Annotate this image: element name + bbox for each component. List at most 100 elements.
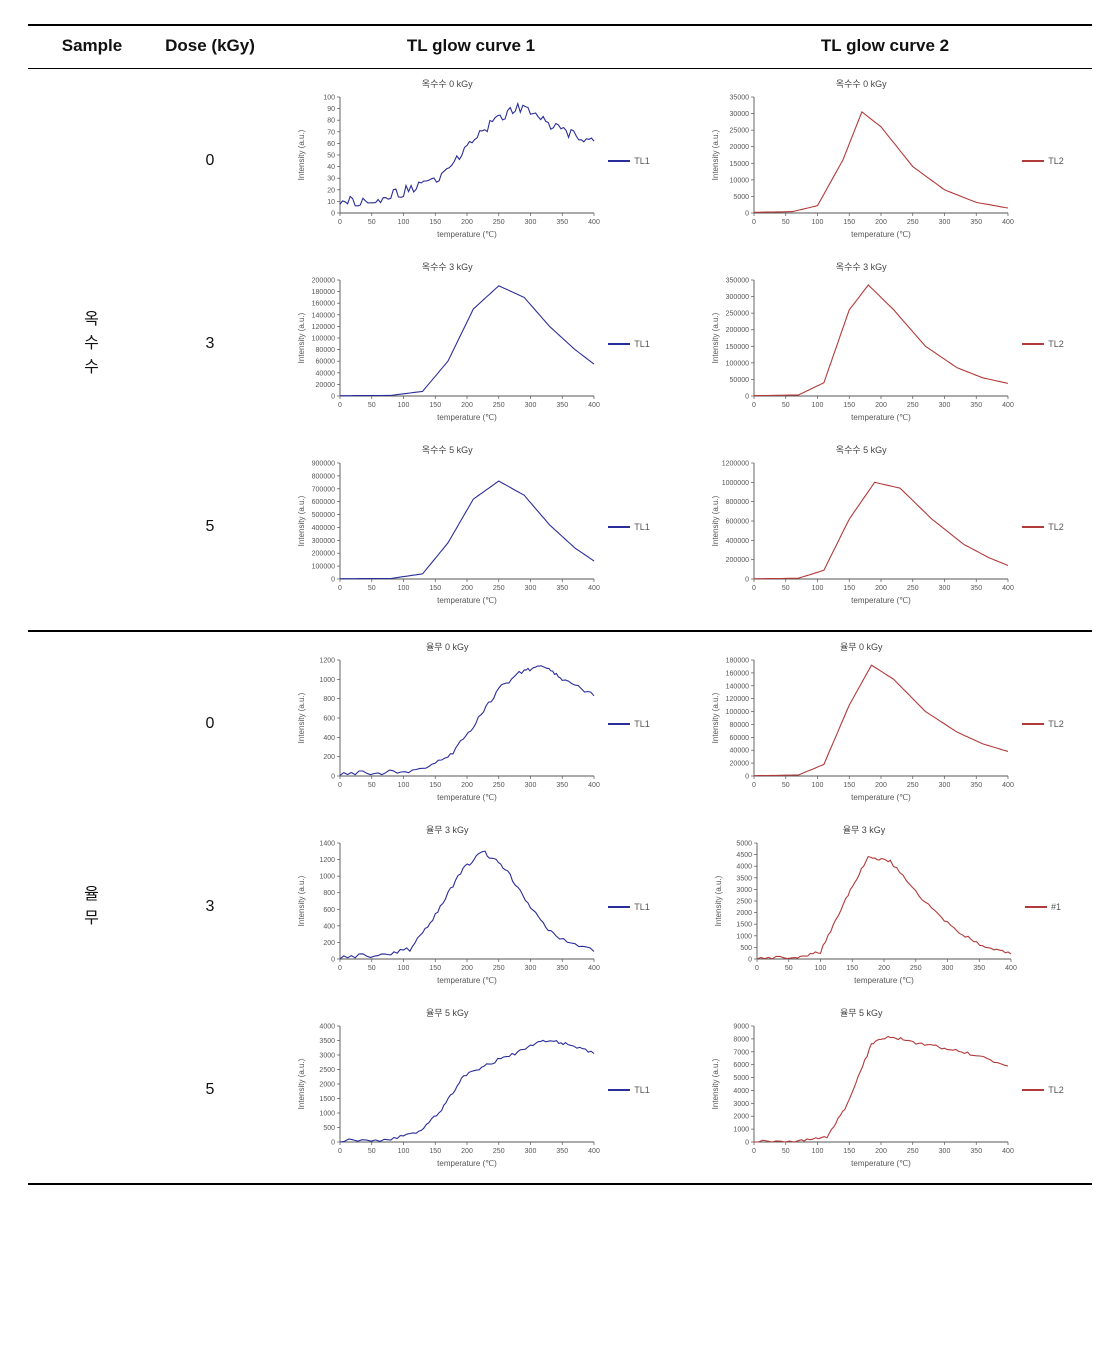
svg-text:0: 0 <box>331 394 335 401</box>
svg-text:9000: 9000 <box>734 1024 750 1031</box>
svg-text:40: 40 <box>327 164 335 171</box>
svg-text:temperature (℃): temperature (℃) <box>437 1159 497 1168</box>
svg-text:temperature (℃): temperature (℃) <box>851 793 911 802</box>
svg-text:4000: 4000 <box>734 1088 750 1095</box>
svg-text:40000: 40000 <box>316 370 336 377</box>
svg-text:600000: 600000 <box>726 519 749 526</box>
svg-text:1000: 1000 <box>320 1111 336 1118</box>
svg-text:250: 250 <box>907 402 919 409</box>
legend-label: TL2 <box>1048 339 1064 349</box>
svg-text:400: 400 <box>324 923 336 930</box>
svg-text:300: 300 <box>939 1148 951 1155</box>
col-tl1: TL glow curve 1 <box>264 25 678 69</box>
legend-swatch <box>1022 343 1044 345</box>
svg-text:150: 150 <box>430 965 442 972</box>
svg-text:350: 350 <box>971 402 983 409</box>
svg-text:5000: 5000 <box>734 194 750 201</box>
chart: 율무 0 kGy 020040060080010001200 050100150… <box>292 638 602 809</box>
svg-text:350000: 350000 <box>726 278 749 285</box>
svg-text:1200: 1200 <box>320 658 336 665</box>
legend-label: TL1 <box>634 522 650 532</box>
svg-text:250: 250 <box>907 219 919 226</box>
svg-text:400: 400 <box>588 782 600 789</box>
legend-swatch <box>608 723 630 725</box>
legend-label: TL1 <box>634 1085 650 1095</box>
dose-value: 0 <box>156 631 264 815</box>
svg-text:300: 300 <box>525 402 537 409</box>
svg-text:0: 0 <box>331 957 335 964</box>
svg-text:3000: 3000 <box>734 1101 750 1108</box>
chart: 옥수수 5 kGy 010000020000030000040000050000… <box>292 441 602 612</box>
legend-swatch <box>608 1089 630 1091</box>
chart-legend: TL1 <box>608 522 650 532</box>
legend-swatch <box>608 160 630 162</box>
svg-text:100: 100 <box>812 782 824 789</box>
svg-text:350: 350 <box>971 585 983 592</box>
svg-text:0: 0 <box>338 219 342 226</box>
svg-text:2000: 2000 <box>734 1114 750 1121</box>
svg-text:200: 200 <box>878 965 890 972</box>
sample-name: 율무 <box>28 631 156 1181</box>
svg-text:100: 100 <box>812 1148 824 1155</box>
svg-text:700000: 700000 <box>312 486 335 493</box>
svg-text:0: 0 <box>752 782 756 789</box>
svg-text:300: 300 <box>525 219 537 226</box>
svg-text:160000: 160000 <box>726 670 749 677</box>
svg-text:800000: 800000 <box>726 499 749 506</box>
chart: 옥수수 3 kGy 050000100000150000200000250000… <box>706 258 1016 429</box>
svg-text:250: 250 <box>493 402 505 409</box>
chart-legend: TL1 <box>608 339 650 349</box>
svg-text:60000: 60000 <box>730 735 750 742</box>
svg-text:0: 0 <box>752 219 756 226</box>
svg-text:2000: 2000 <box>736 910 752 917</box>
legend-swatch <box>608 906 630 908</box>
svg-text:300: 300 <box>525 585 537 592</box>
svg-text:8000: 8000 <box>734 1036 750 1043</box>
svg-text:200: 200 <box>461 585 473 592</box>
svg-text:50: 50 <box>782 585 790 592</box>
svg-text:200: 200 <box>461 782 473 789</box>
svg-text:100: 100 <box>815 965 827 972</box>
svg-text:0: 0 <box>745 577 749 584</box>
svg-text:0: 0 <box>331 211 335 218</box>
chart-title: 율무 5 kGy <box>292 1004 602 1020</box>
svg-text:250000: 250000 <box>726 311 749 318</box>
svg-text:200: 200 <box>875 402 887 409</box>
svg-text:20000: 20000 <box>730 144 750 151</box>
svg-text:150: 150 <box>846 965 858 972</box>
svg-text:temperature (℃): temperature (℃) <box>851 230 911 239</box>
svg-text:1000: 1000 <box>736 933 752 940</box>
legend-label: TL1 <box>634 339 650 349</box>
svg-text:100: 100 <box>398 965 410 972</box>
svg-text:50: 50 <box>782 1148 790 1155</box>
svg-text:150: 150 <box>430 402 442 409</box>
svg-text:50: 50 <box>368 585 376 592</box>
svg-text:100: 100 <box>812 219 824 226</box>
svg-text:150: 150 <box>844 1148 856 1155</box>
chart-legend: TL1 <box>608 719 650 729</box>
svg-text:400: 400 <box>1002 585 1014 592</box>
svg-text:300: 300 <box>525 965 537 972</box>
svg-text:800: 800 <box>324 696 336 703</box>
tl-glow-table: Sample Dose (kGy) TL glow curve 1 TL glo… <box>28 24 1092 1185</box>
svg-text:350: 350 <box>557 402 569 409</box>
svg-text:200: 200 <box>461 219 473 226</box>
svg-text:300: 300 <box>525 1148 537 1155</box>
svg-text:80000: 80000 <box>316 347 336 354</box>
chart-legend: TL2 <box>1022 719 1064 729</box>
tl2-cell: 율무 0 kGy 0200004000060000800001000001200… <box>678 631 1092 815</box>
col-sample: Sample <box>28 25 156 69</box>
chart-legend: TL1 <box>608 902 650 912</box>
svg-text:50: 50 <box>368 1148 376 1155</box>
chart-legend: TL1 <box>608 156 650 166</box>
svg-text:100000: 100000 <box>726 709 749 716</box>
svg-text:Intensity (a.u.): Intensity (a.u.) <box>297 312 306 363</box>
svg-text:4000: 4000 <box>320 1024 336 1031</box>
svg-text:Intensity (a.u.): Intensity (a.u.) <box>297 129 306 180</box>
svg-text:200: 200 <box>875 1148 887 1155</box>
svg-text:50: 50 <box>368 965 376 972</box>
svg-text:Intensity (a.u.): Intensity (a.u.) <box>711 692 720 743</box>
tl1-cell: 율무 5 kGy 0500100015002000250030003500400… <box>264 998 678 1181</box>
table-row: 율무0 율무 0 kGy 020040060080010001200 05010… <box>28 631 1092 815</box>
chart-legend: #1 <box>1025 902 1061 912</box>
